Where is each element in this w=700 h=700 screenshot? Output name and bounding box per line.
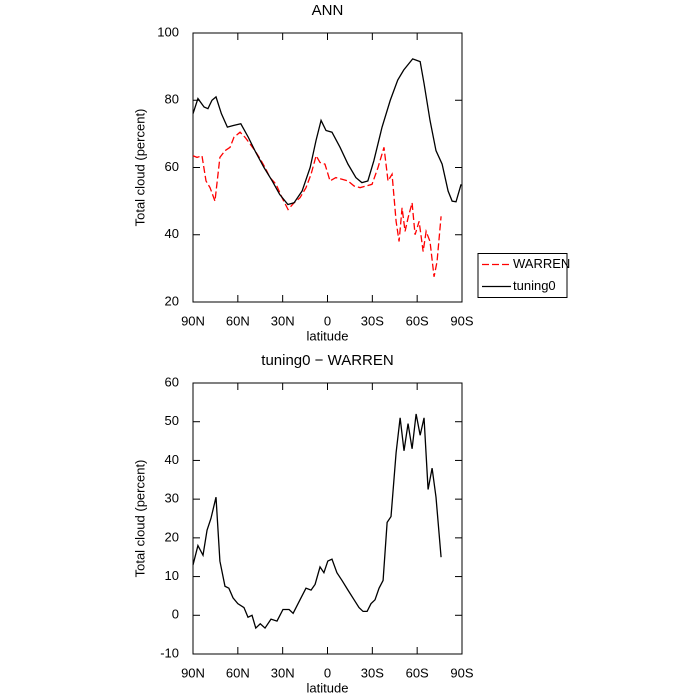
x-tick-label: 30S [361, 665, 384, 680]
y-tick-label: 100 [157, 24, 179, 39]
legend-box [477, 253, 568, 298]
chart-title: tuning0 − WARREN [261, 352, 393, 369]
x-tick-label: 30N [271, 313, 295, 328]
y-tick-label: 20 [165, 529, 179, 544]
y-tick-label: 60 [165, 159, 179, 174]
x-tick-label: 60N [226, 665, 250, 680]
y-tick-label: 60 [165, 374, 179, 389]
legend-label: WARREN [513, 256, 570, 271]
y-tick-label: 0 [172, 607, 179, 622]
y-tick-label: -10 [160, 645, 179, 660]
y-tick-label: 80 [165, 92, 179, 107]
y-tick-label: 40 [165, 226, 179, 241]
x-tick-label: 30S [361, 313, 384, 328]
x-tick-label: 60S [406, 665, 429, 680]
x-tick-label: 0 [324, 665, 331, 680]
legend-label: tuning0 [513, 278, 556, 293]
y-tick-label: 40 [165, 452, 179, 467]
data-line [192, 131, 442, 277]
x-tick-label: 90S [450, 665, 473, 680]
y-tick-label: 50 [165, 413, 179, 428]
x-tick-label: 60S [406, 313, 429, 328]
x-tick-label: 0 [324, 313, 331, 328]
x-tick-label: 60N [226, 313, 250, 328]
x-tick-label: 90N [181, 313, 205, 328]
y-axis-label: Total cloud (percent) [132, 109, 147, 227]
x-axis-label: latitude [307, 680, 349, 695]
x-tick-label: 90N [181, 665, 205, 680]
data-line [192, 413, 442, 630]
chart-title: ANN [312, 2, 344, 19]
plot-frame [192, 382, 463, 655]
y-tick-label: 10 [165, 568, 179, 583]
data-line [192, 58, 462, 206]
x-tick-label: 30N [271, 665, 295, 680]
y-axis-label: Total cloud (percent) [132, 460, 147, 578]
x-axis-label: latitude [307, 328, 349, 343]
x-tick-label: 90S [450, 313, 473, 328]
y-tick-label: 20 [165, 293, 179, 308]
y-tick-label: 30 [165, 491, 179, 506]
